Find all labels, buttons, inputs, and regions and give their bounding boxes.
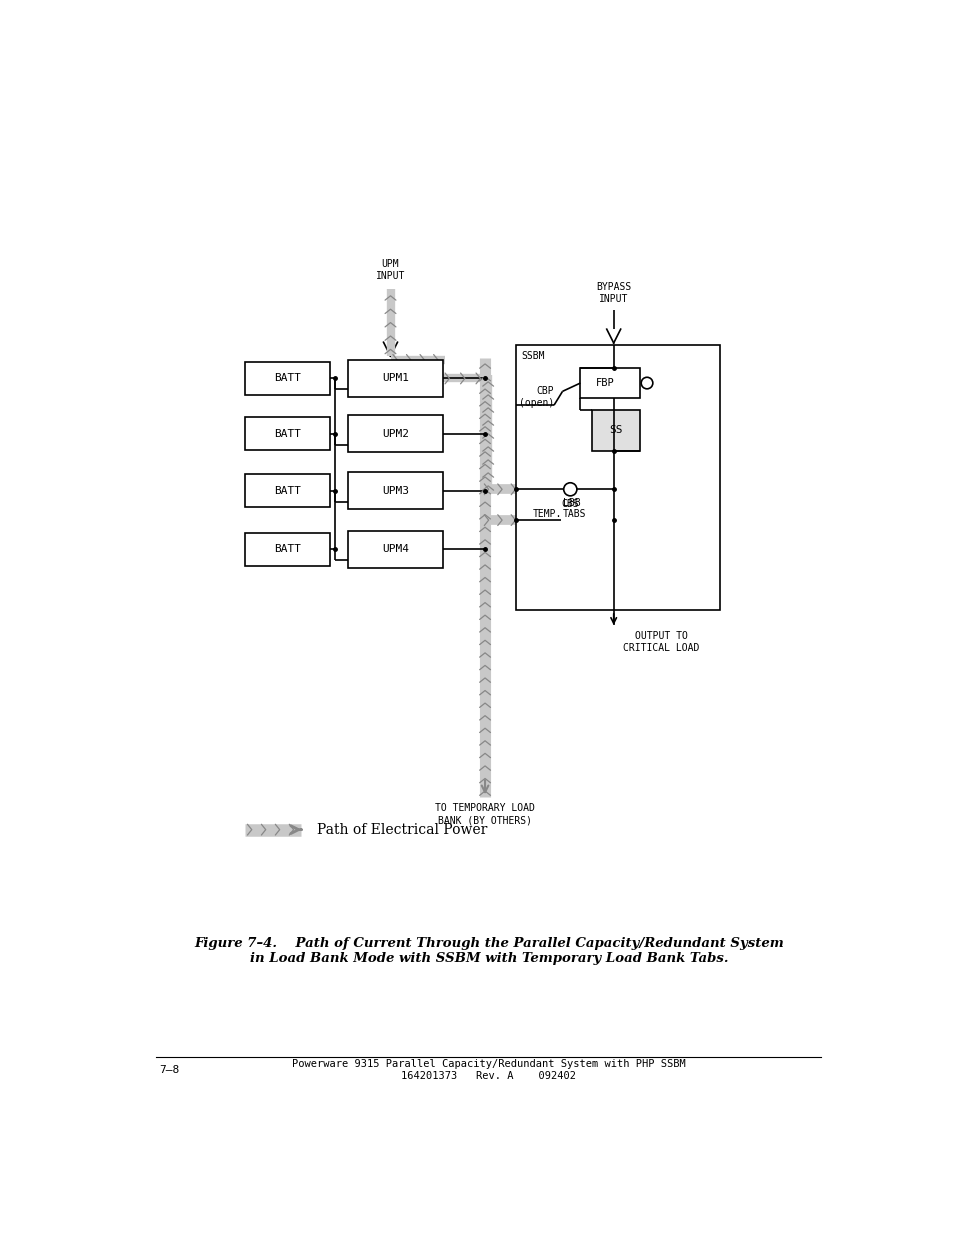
Text: LBB
TABS: LBB TABS xyxy=(562,498,585,520)
Text: 7–8: 7–8 xyxy=(159,1065,179,1074)
Text: UPM1: UPM1 xyxy=(381,373,409,383)
Bar xyxy=(348,531,443,568)
Bar xyxy=(348,472,443,509)
Bar xyxy=(516,345,720,610)
Text: CBP
(open): CBP (open) xyxy=(518,385,554,408)
Bar xyxy=(245,362,330,395)
Bar xyxy=(348,415,443,452)
Bar xyxy=(579,368,639,399)
Bar xyxy=(245,474,330,508)
Text: Powerware 9315 Parallel Capacity/Redundant System with PHP SSBM
164201373   Rev.: Powerware 9315 Parallel Capacity/Redunda… xyxy=(292,1060,685,1081)
Text: BATT: BATT xyxy=(274,485,300,495)
Text: BATT: BATT xyxy=(274,429,300,438)
Bar xyxy=(592,410,639,451)
Text: Figure 7–4.    Path of Current Through the Parallel Capacity/Redundant System
in: Figure 7–4. Path of Current Through the … xyxy=(193,937,783,966)
Bar xyxy=(348,359,443,396)
Bar xyxy=(245,417,330,451)
Text: TEMP.: TEMP. xyxy=(532,509,561,520)
Text: UPM3: UPM3 xyxy=(381,485,409,495)
Text: CBS: CBS xyxy=(561,499,578,509)
Text: SS: SS xyxy=(609,425,622,436)
Bar xyxy=(245,532,330,566)
Text: TO TEMPORARY LOAD
BANK (BY OTHERS): TO TEMPORARY LOAD BANK (BY OTHERS) xyxy=(435,804,535,825)
Text: FBP: FBP xyxy=(596,378,615,388)
Text: BATT: BATT xyxy=(274,545,300,555)
Text: BYPASS
INPUT: BYPASS INPUT xyxy=(596,282,631,304)
Text: BATT: BATT xyxy=(274,373,300,383)
Text: UPM2: UPM2 xyxy=(381,429,409,438)
Text: Path of Electrical Power: Path of Electrical Power xyxy=(316,823,487,836)
Text: UPM
INPUT: UPM INPUT xyxy=(375,259,405,280)
Text: UPM4: UPM4 xyxy=(381,545,409,555)
Text: OUTPUT TO
CRITICAL LOAD: OUTPUT TO CRITICAL LOAD xyxy=(622,631,699,652)
Text: SSBM: SSBM xyxy=(521,351,544,361)
